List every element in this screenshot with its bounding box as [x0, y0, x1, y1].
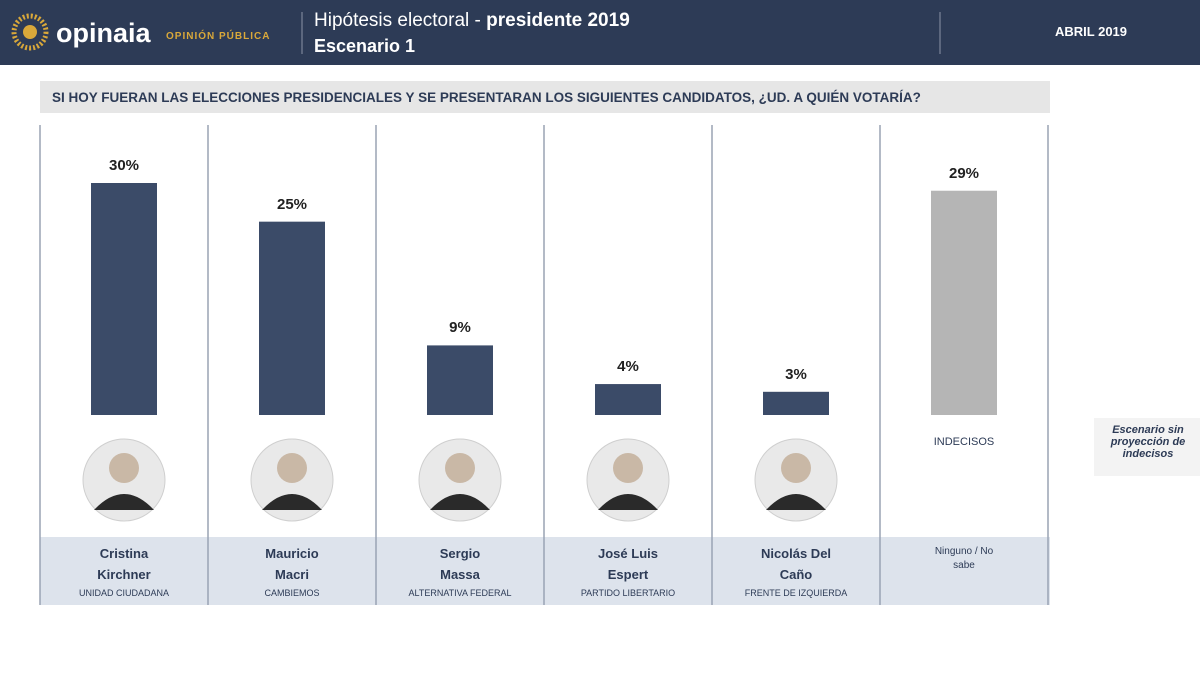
candidate-name: Sergio Massa — [439, 546, 481, 582]
party-name: ALTERNATIVA FEDERAL — [408, 588, 512, 598]
brand: opinaia — [56, 18, 151, 48]
note-box — [1094, 418, 1200, 476]
title-light: Hipótesis electoral - — [314, 10, 487, 31]
candidate-name: José Luis Espert — [598, 546, 658, 582]
value-label: 25% — [276, 195, 308, 213]
logo-icon — [11, 13, 49, 51]
title: Hipótesis electoral - presidente 2019 — [314, 10, 630, 32]
party-name: FRENTE DE IZQUIERDA — [744, 588, 848, 598]
candidate-name: Ninguno / No sabe — [934, 546, 994, 571]
candidate-photo — [94, 494, 154, 510]
brand-sub: OPINIÓN PÚBLICA — [166, 31, 271, 42]
side-note: Escenario sin proyección de indecisos — [1110, 424, 1186, 460]
question-band — [40, 81, 1050, 113]
candidate-name: Nicolás Del Caño — [760, 546, 832, 582]
question: SI HOY FUERAN LAS ELECCIONES PRESIDENCIA… — [52, 90, 921, 105]
subtitle: Escenario 1 — [314, 36, 416, 56]
candidate-photo — [598, 494, 658, 510]
bar — [595, 384, 661, 415]
candidate-photo — [766, 494, 826, 510]
bar — [91, 183, 157, 415]
candidate-photo — [781, 453, 811, 483]
candidate-photo — [109, 453, 139, 483]
value-label: 9% — [449, 319, 471, 337]
candidate-photo — [277, 453, 307, 483]
value-label: 4% — [617, 358, 639, 376]
date: ABRIL 2019 — [1055, 24, 1128, 39]
value-label: 3% — [785, 365, 807, 383]
candidate-name: Mauricio Macri — [265, 546, 319, 582]
header-bar — [0, 0, 1200, 65]
bar — [259, 221, 325, 415]
undecided-label: INDECISOS — [933, 436, 995, 448]
party-name: PARTIDO LIBERTARIO — [580, 588, 676, 598]
candidate-photo — [430, 494, 490, 510]
candidate-photo — [445, 453, 475, 483]
title-bold: presidente 2019 — [486, 10, 630, 31]
bar — [763, 391, 829, 415]
party-name: CAMBIEMOS — [264, 588, 320, 598]
bar — [427, 345, 493, 415]
value-label: 30% — [108, 157, 140, 174]
candidate-name: Cristina Kirchner — [97, 546, 151, 582]
bar — [931, 190, 997, 415]
party-name: UNIDAD CIUDADANA — [78, 588, 169, 598]
value-label: 29% — [948, 164, 980, 182]
logo-icon — [23, 25, 37, 39]
candidate-photo — [613, 453, 643, 483]
candidate-photo — [262, 494, 322, 510]
